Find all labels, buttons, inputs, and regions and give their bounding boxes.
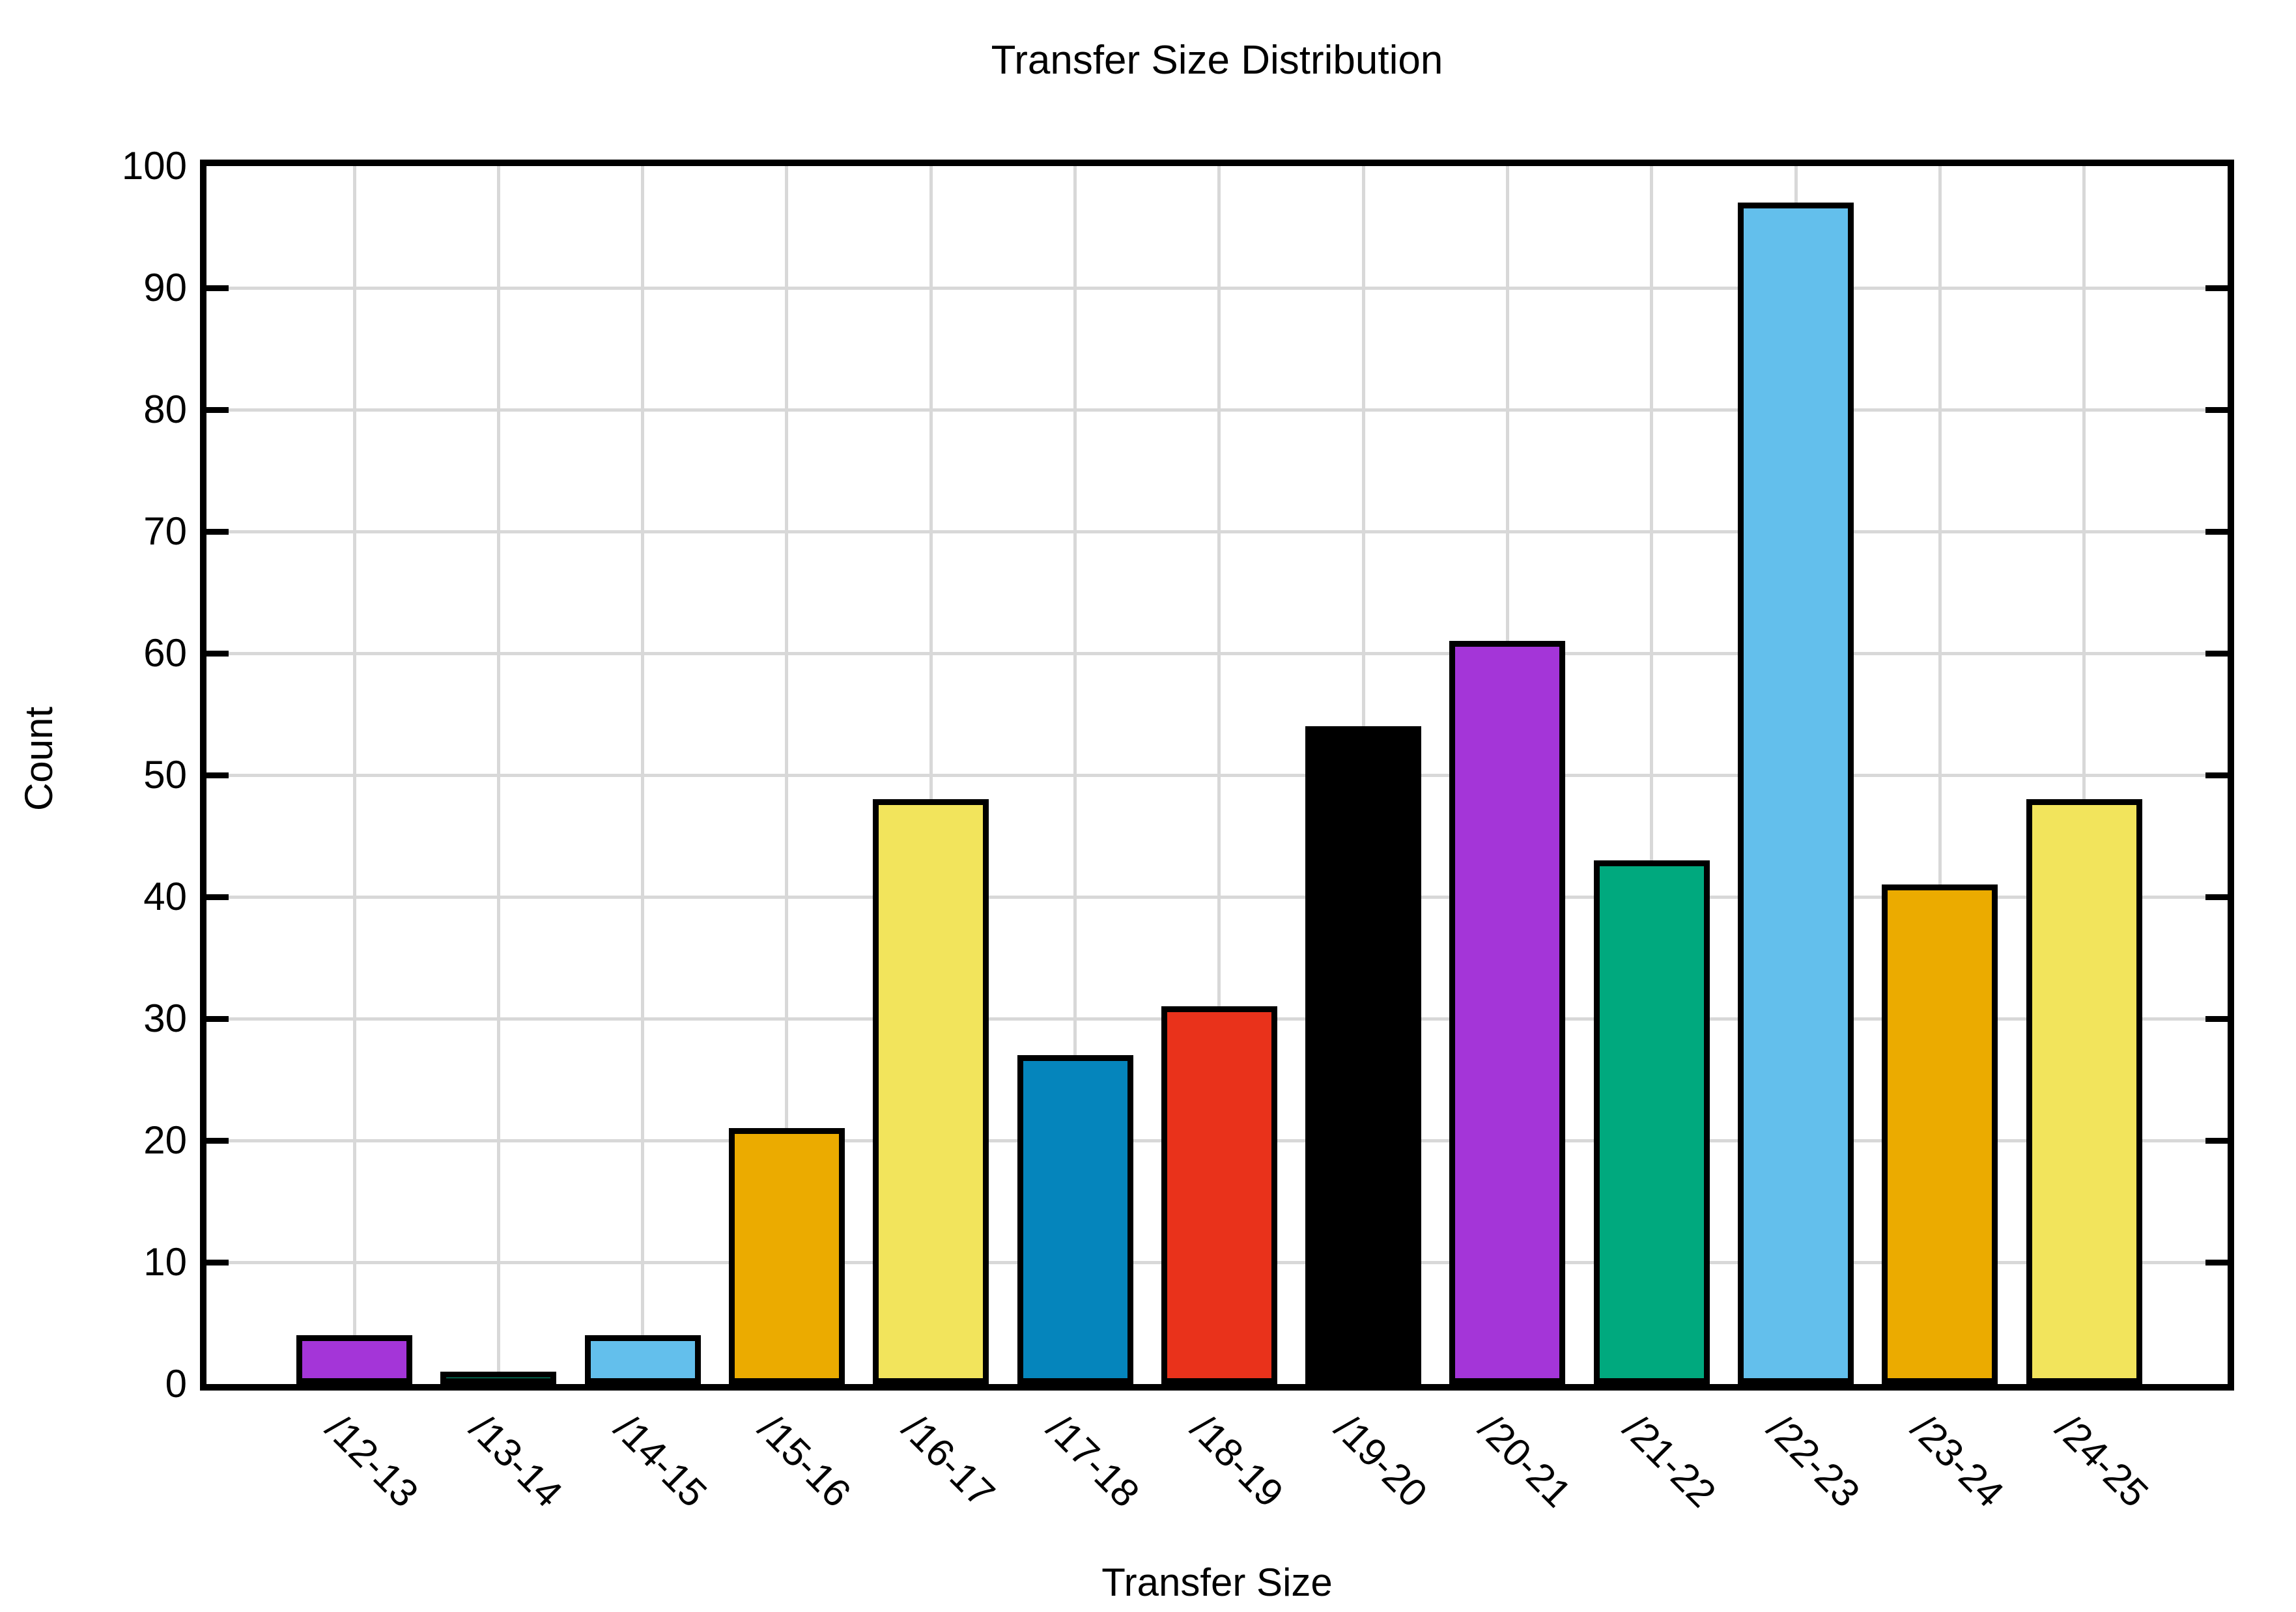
h-gridline: [206, 530, 2228, 533]
h-gridline: [206, 408, 2228, 412]
bar: [584, 1335, 701, 1384]
h-gridline: [206, 651, 2228, 655]
y-tick-mark-left: [206, 650, 229, 657]
h-gridline: [206, 895, 2228, 899]
x-tick-label: /15-16: [750, 1406, 860, 1516]
v-gridline: [785, 166, 789, 1384]
bar: [1593, 860, 1710, 1384]
bar: [2026, 799, 2142, 1384]
bar: [1161, 1006, 1277, 1384]
y-tick-label: 60: [143, 631, 187, 675]
y-tick-mark-right: [2205, 406, 2228, 413]
v-gridline: [1650, 166, 1654, 1384]
v-gridline: [352, 166, 356, 1384]
bar: [1017, 1055, 1133, 1384]
y-tick-label: 70: [143, 509, 187, 553]
v-gridline: [1938, 166, 1942, 1384]
x-tick-label: /16-17: [894, 1406, 1004, 1516]
y-tick-mark-right: [2205, 1015, 2228, 1022]
v-gridline: [929, 166, 933, 1384]
y-tick-label: 50: [143, 753, 187, 797]
bar: [728, 1128, 845, 1384]
v-gridline: [641, 166, 645, 1384]
bar: [1738, 203, 1854, 1384]
x-tick-label: /21-22: [1615, 1406, 1724, 1516]
y-tick-label: 30: [143, 997, 187, 1040]
y-tick-label: 90: [143, 266, 187, 309]
y-tick-label: 40: [143, 875, 187, 918]
x-tick-label: /22-23: [1759, 1406, 1869, 1516]
y-tick-label: 20: [143, 1118, 187, 1162]
v-gridline: [1217, 166, 1221, 1384]
x-axis-title: Transfer Size: [1101, 1561, 1333, 1604]
y-tick-mark-left: [206, 1137, 229, 1144]
y-tick-mark-right: [2205, 1137, 2228, 1144]
y-tick-mark-right: [2205, 285, 2228, 291]
x-tick-label: /14-15: [606, 1406, 715, 1516]
y-tick-mark-right: [2205, 894, 2228, 900]
y-tick-mark-right: [2205, 1259, 2228, 1266]
bar: [296, 1335, 412, 1384]
x-tick-label: /20-21: [1470, 1406, 1580, 1516]
y-tick-label: 100: [121, 144, 187, 188]
y-tick-mark-left: [206, 894, 229, 900]
y-tick-label: 0: [165, 1362, 187, 1406]
y-tick-mark-right: [2205, 650, 2228, 657]
bar: [1449, 641, 1566, 1384]
y-tick-mark-left: [206, 1259, 229, 1266]
v-gridline: [1073, 166, 1077, 1384]
bar: [873, 799, 989, 1384]
x-tick-label: /17-18: [1038, 1406, 1148, 1516]
y-tick-mark-right: [2205, 772, 2228, 778]
plot-border: [200, 160, 2234, 1391]
x-tick-label: /24-25: [2047, 1406, 2157, 1516]
bar: [1305, 726, 1422, 1384]
y-tick-label: 80: [143, 388, 187, 431]
x-tick-label: /18-19: [1182, 1406, 1292, 1516]
v-gridline: [2082, 166, 2086, 1384]
bar: [440, 1372, 557, 1384]
y-tick-mark-left: [206, 285, 229, 291]
chart-title: Transfer Size Distribution: [991, 38, 1443, 83]
y-tick-label: 10: [143, 1240, 187, 1284]
bar: [1882, 884, 1998, 1384]
h-gridline: [206, 286, 2228, 290]
plot-area: [206, 166, 2228, 1384]
y-tick-mark-left: [206, 528, 229, 535]
v-gridline: [496, 166, 500, 1384]
y-tick-mark-left: [206, 1015, 229, 1022]
y-tick-mark-right: [2205, 528, 2228, 535]
h-gridline: [206, 773, 2228, 777]
y-tick-mark-left: [206, 772, 229, 778]
x-tick-label: /12-13: [317, 1406, 427, 1516]
y-tick-mark-left: [206, 406, 229, 413]
x-tick-label: /23-24: [1903, 1406, 2013, 1516]
x-tick-label: /13-14: [461, 1406, 571, 1516]
x-tick-label: /19-20: [1326, 1406, 1436, 1516]
